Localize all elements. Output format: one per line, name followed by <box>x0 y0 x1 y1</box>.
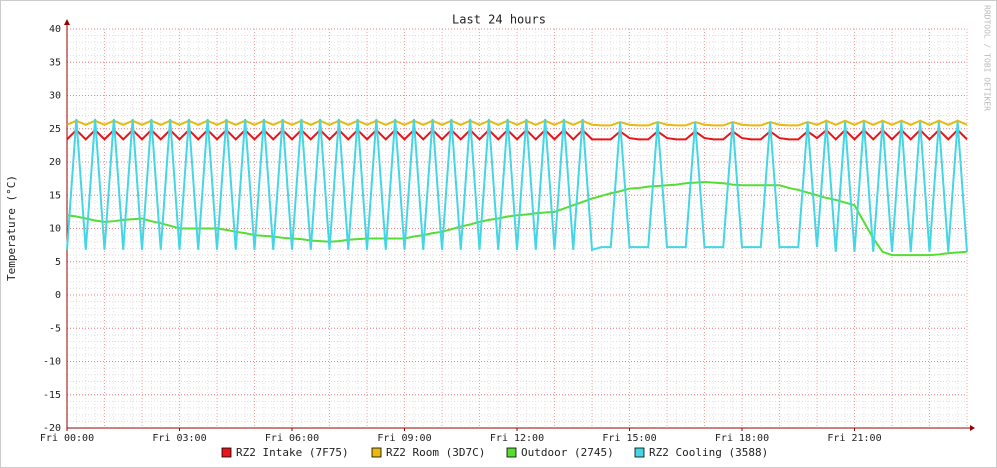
x-tick-label: Fri 15:00 <box>602 433 656 444</box>
y-tick-label: 40 <box>49 24 61 35</box>
y-tick-label: 35 <box>49 57 61 68</box>
axis-arrow <box>970 425 975 431</box>
x-tick-label: Fri 00:00 <box>40 433 94 444</box>
legend-label: RZ2 Intake (7F75) <box>236 446 349 459</box>
y-tick-label: 25 <box>49 124 61 135</box>
y-tick-label: -5 <box>49 323 61 334</box>
y-tick-label: 0 <box>55 290 61 301</box>
legend-swatch <box>634 447 645 458</box>
x-tick-label: Fri 03:00 <box>152 433 206 444</box>
y-axis-label: Temperature (°C) <box>5 175 18 281</box>
y-tick-label: 15 <box>49 190 61 201</box>
y-tick-label: 20 <box>49 157 61 168</box>
legend-label: RZ2 Room (3D7C) <box>386 446 485 459</box>
series-line <box>66 118 968 252</box>
y-tick-label: -10 <box>43 357 61 368</box>
chart-title: Last 24 hours <box>452 13 546 27</box>
y-tick-label: 5 <box>55 257 61 268</box>
series-line <box>66 180 968 257</box>
series-line <box>66 119 968 127</box>
x-tick-label: Fri 18:00 <box>715 433 769 444</box>
y-tick-label: -20 <box>43 423 61 434</box>
series-line <box>66 128 968 141</box>
legend-label: Outdoor (2745) <box>521 446 614 459</box>
legend-swatch <box>371 447 382 458</box>
y-tick-label: 10 <box>49 224 61 235</box>
legend-label: RZ2 Cooling (3588) <box>649 446 768 459</box>
y-tick-label: -15 <box>43 390 61 401</box>
x-tick-label: Fri 09:00 <box>377 433 431 444</box>
y-tick-label: 30 <box>49 91 61 102</box>
legend-swatch <box>506 447 517 458</box>
x-tick-label: Fri 21:00 <box>827 433 881 444</box>
legend-swatch <box>221 447 232 458</box>
axis-arrow <box>64 19 70 25</box>
watermark: RRDTOOL / TOBI OETIKER <box>983 5 992 111</box>
x-tick-label: Fri 12:00 <box>490 433 544 444</box>
x-tick-label: Fri 06:00 <box>265 433 319 444</box>
